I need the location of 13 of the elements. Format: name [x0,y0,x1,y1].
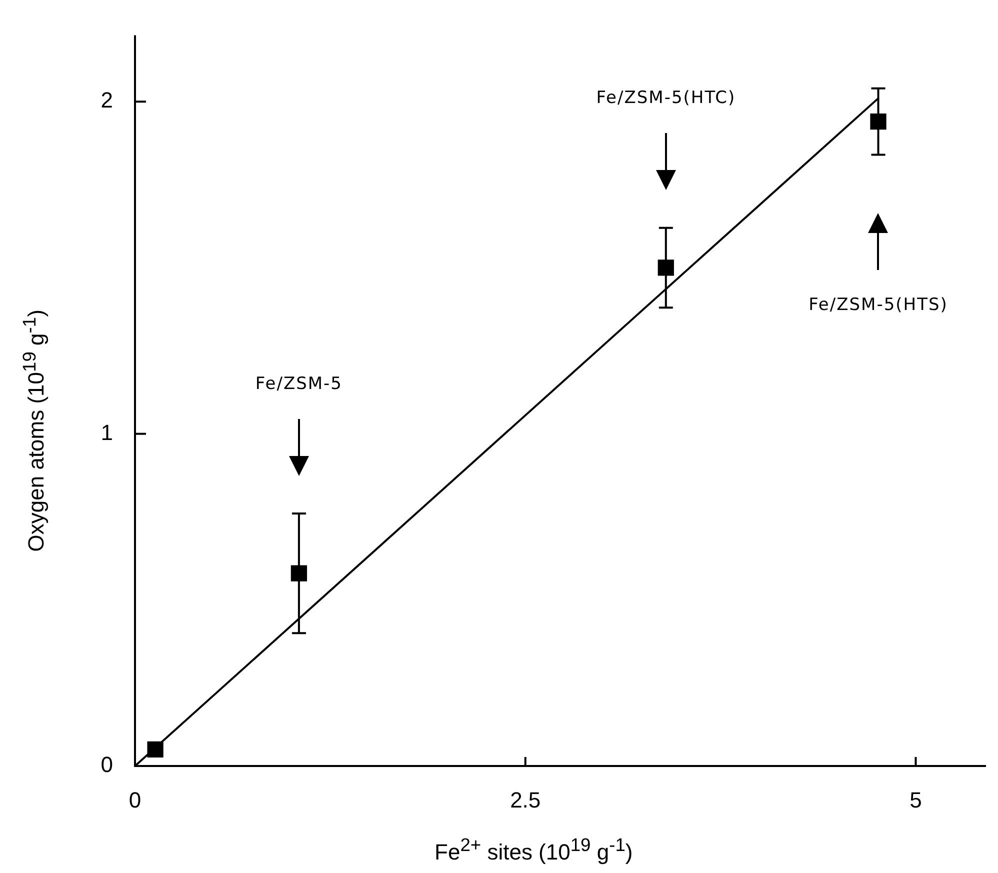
x-tick-label: 5 [910,787,922,812]
x-tick-label: 2.5 [510,787,541,812]
point [147,741,164,758]
annotation: Fe/ZSM-5(HTS) [808,294,948,315]
x-tick-label: 0 [128,787,142,812]
point [870,113,886,130]
annotation: Fe/ZSM-5 [255,374,342,394]
annotation: Fe/ZSM-5(HTC) [596,88,736,108]
y-tick-label: 1 [100,420,113,445]
point [658,260,674,276]
x-axis-title: Fe$^{2+}$ sites (10$^{19}$ g$^{-1}$) [434,834,633,866]
y-tick-label: 0 [100,752,113,778]
y-tick-label: 2 [100,88,113,113]
